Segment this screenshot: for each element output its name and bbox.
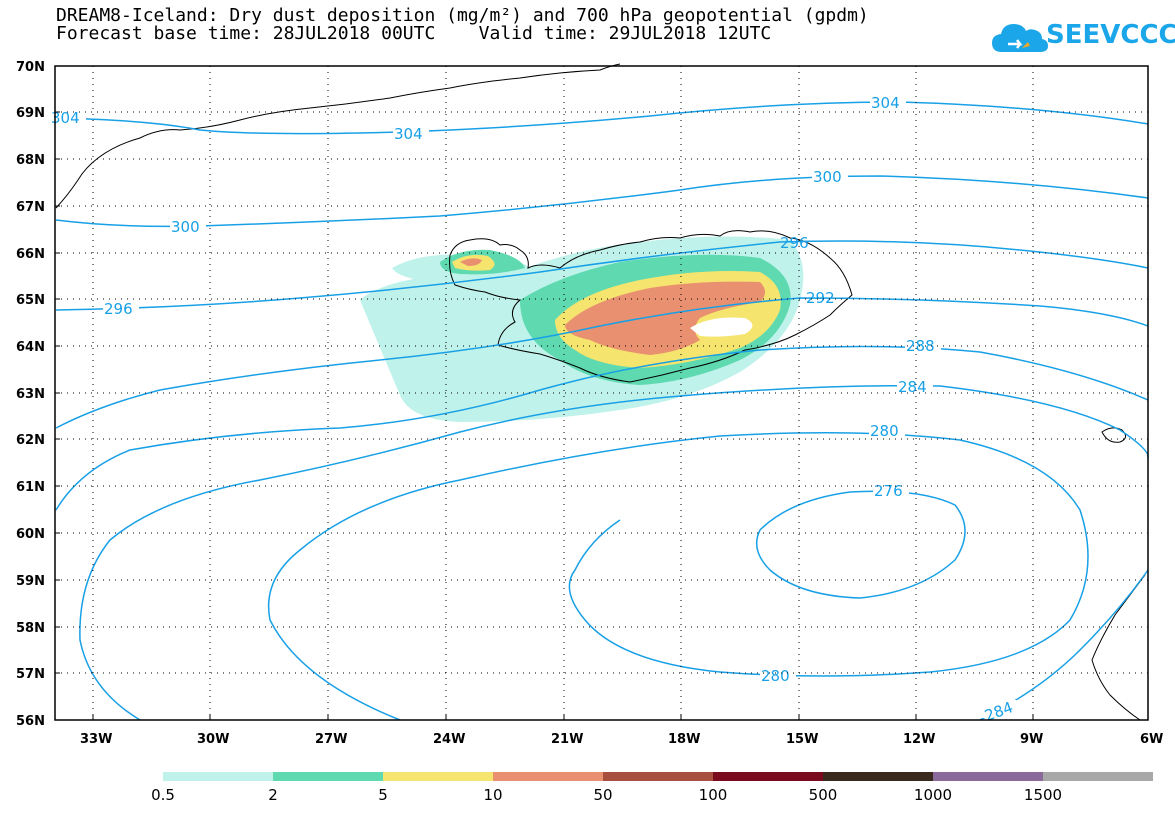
legend-swatch	[273, 772, 383, 781]
dust-level-10	[565, 281, 765, 355]
legend-swatch	[933, 772, 1043, 781]
tick-marks	[55, 65, 1034, 721]
lat-label: 56N	[16, 714, 45, 729]
contour-label: 296	[104, 300, 133, 318]
lon-label: 24W	[433, 732, 465, 747]
contour-label: 300	[171, 218, 200, 236]
legend-swatch	[383, 772, 493, 781]
lat-label: 66N	[16, 247, 45, 262]
lon-label: 9W	[1020, 732, 1043, 747]
seevccc-logo: SEEVCCC	[990, 14, 1175, 62]
lat-label: 59N	[16, 574, 45, 589]
legend-label: 500	[809, 786, 838, 804]
contour-label: 304	[871, 94, 900, 112]
contour-label: 296	[780, 234, 809, 252]
contour-292	[55, 297, 1149, 429]
contour-296	[55, 240, 1149, 311]
longitude-labels: 33W 30W 27W 24W 21W 18W 15W 12W 9W 6W	[80, 732, 1163, 747]
legend-label: 5	[378, 786, 388, 804]
lat-label: 69N	[16, 106, 45, 121]
scotland-coastline	[1091, 574, 1146, 721]
contour-label: 304	[394, 125, 423, 143]
legend-swatch	[493, 772, 603, 781]
faroe-coastline	[1101, 427, 1126, 443]
contour-label: 292	[806, 289, 835, 307]
contour-label: 288	[906, 337, 935, 355]
lat-label: 57N	[16, 667, 45, 682]
lon-label: 18W	[668, 732, 700, 747]
lon-label: 21W	[551, 732, 583, 747]
lat-label: 62N	[16, 433, 45, 448]
contour-280	[267, 432, 1089, 721]
legend-swatch	[163, 772, 273, 781]
legend-label: 1500	[1024, 786, 1062, 804]
iceland-coastline	[449, 230, 853, 383]
map-title: DREAM8-Iceland: Dry dust deposition (mg/…	[56, 5, 869, 26]
dust-level-10-nw	[460, 258, 482, 266]
legend-label: 100	[699, 786, 728, 804]
contour-284-se	[979, 569, 1149, 721]
contour-300	[55, 175, 1149, 228]
lat-label: 61N	[16, 480, 45, 495]
legend-swatch	[713, 772, 823, 781]
lat-label: 63N	[16, 387, 45, 402]
contour-label: 300	[813, 168, 842, 186]
lon-label: 30W	[197, 732, 229, 747]
contour-labels: 304 304 304 300 300 296 296 292 288 284 …	[50, 93, 1019, 725]
legend-label: 10	[483, 786, 502, 804]
contour-276	[755, 490, 966, 599]
contour-288	[55, 345, 1149, 511]
greenland-coastline	[55, 63, 621, 209]
logo-text: SEEVCCC	[1046, 20, 1175, 50]
contour-284	[79, 384, 1149, 721]
lat-label: 70N	[16, 60, 45, 75]
lat-label: 68N	[16, 153, 45, 168]
contour-label: 280	[870, 422, 899, 440]
legend-swatch	[823, 772, 933, 781]
dust-gap	[690, 317, 753, 337]
legend-label: 2	[268, 786, 278, 804]
forecast-times: Forecast base time: 28JUL2018 00UTC Vali…	[56, 23, 772, 44]
lon-label: 27W	[315, 732, 347, 747]
legend-label: 50	[593, 786, 612, 804]
contour-304	[55, 101, 1149, 135]
cloud-icon	[992, 24, 1048, 52]
lat-label: 65N	[16, 293, 45, 308]
color-legend: 0.5 2 5 10 50 100 500 1000 1500	[151, 772, 1153, 804]
lon-label: 33W	[80, 732, 112, 747]
lat-label: 58N	[16, 621, 45, 636]
lon-label: 15W	[786, 732, 818, 747]
contour-label: 280	[761, 667, 790, 685]
lon-label: 6W	[1140, 732, 1163, 747]
latitude-labels: 70N 69N 68N 67N 66N 65N 64N 63N 62N 61N …	[16, 60, 45, 729]
lat-label: 67N	[16, 200, 45, 215]
legend-swatch	[603, 772, 713, 781]
contour-label: 284	[898, 378, 927, 396]
contour-label: 276	[874, 482, 903, 500]
legend-label: 1000	[914, 786, 952, 804]
contour-label: 304	[51, 109, 80, 127]
legend-label: 0.5	[151, 786, 175, 804]
lat-label: 60N	[16, 527, 45, 542]
graticule	[55, 66, 1148, 720]
lon-label: 12W	[903, 732, 935, 747]
coastlines	[55, 63, 1146, 721]
legend-swatch	[1043, 772, 1153, 781]
lat-label: 64N	[16, 340, 45, 355]
